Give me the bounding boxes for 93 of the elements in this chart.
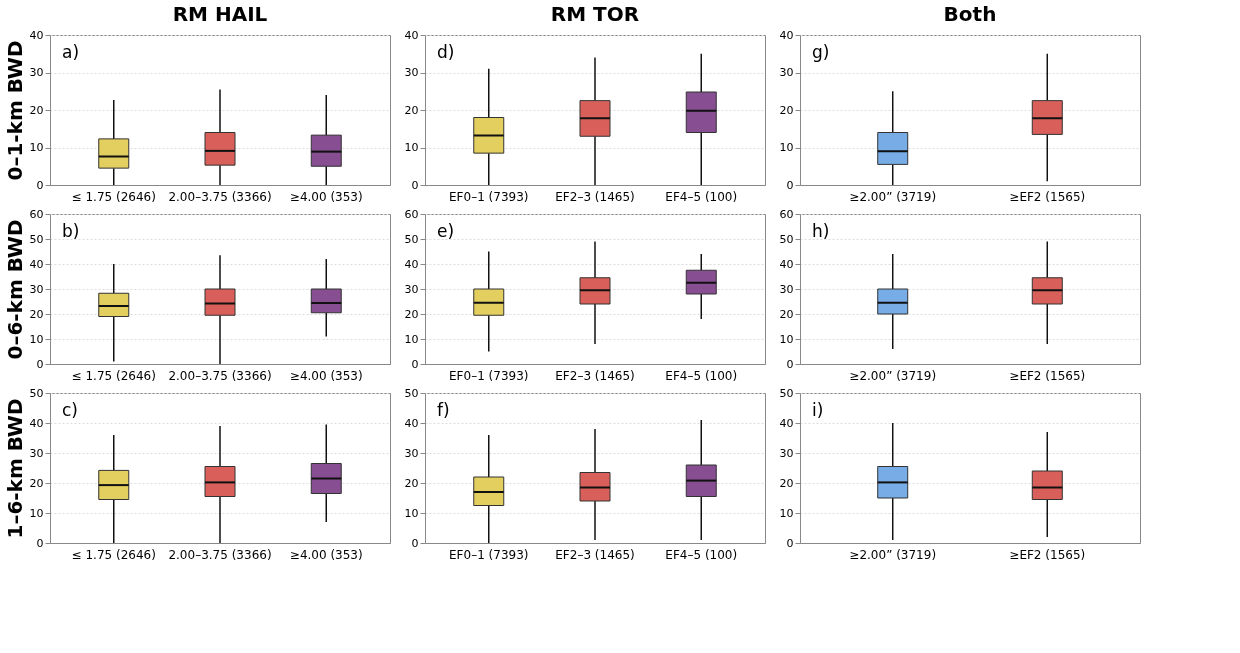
x-tick-label: ≥EF2 (1565) <box>1009 547 1086 562</box>
y-tick-label: 30 <box>404 446 419 460</box>
y-tick-label: 50 <box>779 386 794 400</box>
y-tick-label: 10 <box>779 332 794 346</box>
chart-title: Both <box>943 2 997 26</box>
chart-title: RM TOR <box>550 2 640 26</box>
x-tick-label: EF2–3 (1465) <box>555 547 635 562</box>
y-tick-label: 10 <box>404 332 419 346</box>
x-tick-label: 2.00–3.75 (3366) <box>168 189 272 204</box>
x-tick-label: EF4–5 (100) <box>665 368 738 383</box>
y-tick-label: 20 <box>404 103 419 117</box>
y-tick-label: 20 <box>29 476 44 490</box>
x-tick-label: ≥2.00” (3719) <box>849 368 937 383</box>
y-tick-label: 20 <box>29 307 44 321</box>
annotation: i) <box>812 400 824 420</box>
y-tick-label: 30 <box>29 282 44 296</box>
y-tick-label: 20 <box>779 476 794 490</box>
y-tick-label: 10 <box>779 141 794 154</box>
x-tick-label: 2.00–3.75 (3366) <box>168 547 272 562</box>
y-tick-label: 0 <box>36 178 44 192</box>
y-tick-label: 30 <box>404 282 419 296</box>
y-tick-label: 30 <box>779 446 794 460</box>
x-tick-label: ≥4.00 (353) <box>289 368 363 383</box>
x-tick-label: EF0–1 (7393) <box>449 547 529 562</box>
annotation: a) <box>62 42 80 62</box>
annotation: b) <box>62 221 80 241</box>
y-tick-label: 10 <box>29 141 44 154</box>
y-tick-label: 30 <box>779 66 794 79</box>
annotation: f) <box>437 400 450 420</box>
y-tick-label: 0 <box>786 178 794 192</box>
y-tick-label: 40 <box>29 257 44 271</box>
y-tick-label: 20 <box>779 307 794 321</box>
x-tick-label: ≥2.00” (3719) <box>849 189 937 204</box>
x-tick-label: ≤ 1.75 (2646) <box>71 547 156 562</box>
y-tick-label: 0 <box>411 536 419 550</box>
y-tick-label: 40 <box>29 416 44 430</box>
x-tick-label: EF2–3 (1465) <box>555 189 635 204</box>
y-tick-label: 0 <box>786 357 794 371</box>
y-tick-label: 40 <box>779 416 794 430</box>
y-tick-label: 10 <box>404 141 419 154</box>
y-tick-label: 0 <box>786 536 794 550</box>
y-axis-title: 0–6-km BWD <box>2 219 27 360</box>
y-tick-label: 40 <box>29 28 44 42</box>
annotation: d) <box>437 42 455 62</box>
y-tick-label: 40 <box>779 28 794 42</box>
x-tick-label: ≥4.00 (353) <box>289 189 363 204</box>
y-tick-label: 10 <box>29 332 44 346</box>
y-tick-label: 50 <box>404 232 419 246</box>
y-tick-label: 0 <box>411 178 419 192</box>
x-tick-label: EF0–1 (7393) <box>449 189 529 204</box>
x-tick-label: 2.00–3.75 (3366) <box>168 368 272 383</box>
y-tick-label: 40 <box>779 257 794 271</box>
y-tick-label: 0 <box>411 357 419 371</box>
y-tick-label: 30 <box>779 282 794 296</box>
y-tick-label: 20 <box>404 307 419 321</box>
y-tick-label: 50 <box>29 232 44 246</box>
x-tick-label: EF4–5 (100) <box>665 547 738 562</box>
x-tick-label: ≥EF2 (1565) <box>1009 368 1086 383</box>
annotation: c) <box>62 400 78 420</box>
annotation: g) <box>812 42 830 62</box>
y-tick-label: 50 <box>779 232 794 246</box>
x-tick-label: ≤ 1.75 (2646) <box>71 368 156 383</box>
y-tick-label: 30 <box>29 66 44 79</box>
y-tick-label: 0 <box>36 536 44 550</box>
x-tick-label: ≤ 1.75 (2646) <box>71 189 156 204</box>
y-tick-label: 60 <box>779 207 794 221</box>
x-tick-label: EF0–1 (7393) <box>449 368 529 383</box>
y-tick-label: 30 <box>404 66 419 79</box>
y-tick-label: 10 <box>779 506 794 520</box>
annotation: e) <box>437 221 455 241</box>
y-tick-label: 40 <box>404 416 419 430</box>
x-tick-label: ≥4.00 (353) <box>289 547 363 562</box>
y-axis-title: 1–6-km BWD <box>2 398 27 539</box>
y-tick-label: 50 <box>404 386 419 400</box>
x-tick-label: ≥EF2 (1565) <box>1009 189 1086 204</box>
y-tick-label: 60 <box>29 207 44 221</box>
y-tick-label: 10 <box>29 506 44 520</box>
y-tick-label: 40 <box>404 257 419 271</box>
y-tick-label: 60 <box>404 207 419 221</box>
x-tick-label: ≥2.00” (3719) <box>849 547 937 562</box>
y-tick-label: 20 <box>29 103 44 117</box>
y-tick-label: 10 <box>404 506 419 520</box>
annotation: h) <box>812 221 830 241</box>
x-tick-label: EF2–3 (1465) <box>555 368 635 383</box>
y-tick-label: 40 <box>404 28 419 42</box>
y-tick-label: 0 <box>36 357 44 371</box>
chart-title: RM HAIL <box>172 2 268 26</box>
y-tick-label: 50 <box>29 386 44 400</box>
y-tick-label: 20 <box>404 476 419 490</box>
y-axis-title: 0–1-km BWD <box>2 40 27 181</box>
y-tick-label: 30 <box>29 446 44 460</box>
y-tick-label: 20 <box>779 103 794 117</box>
x-tick-label: EF4–5 (100) <box>665 189 738 204</box>
